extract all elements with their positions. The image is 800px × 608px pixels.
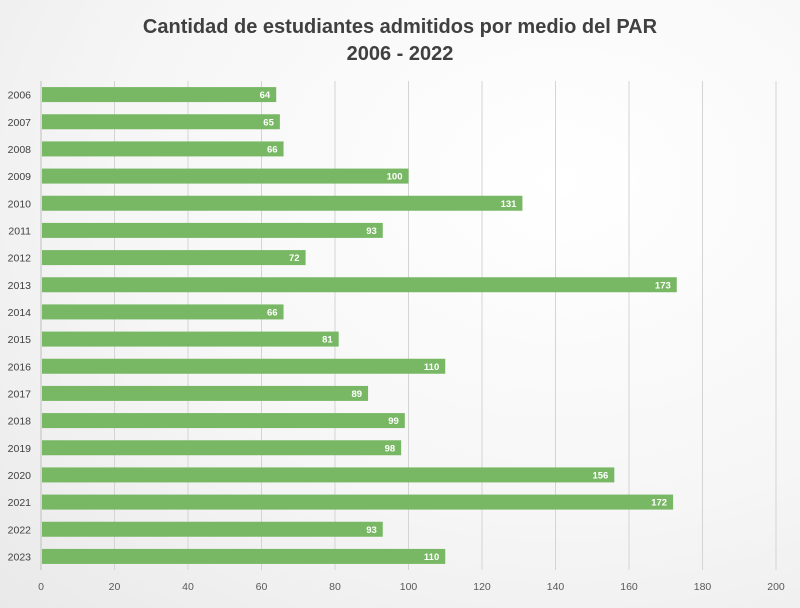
category-label: 2010 [8, 198, 32, 210]
category-label: 2022 [8, 524, 32, 536]
x-tick-label: 200 [767, 581, 785, 593]
bar [42, 222, 383, 238]
data-label: 93 [366, 226, 377, 237]
category-label: 2020 [8, 470, 32, 482]
bar [42, 385, 369, 401]
data-label: 72 [289, 253, 300, 264]
data-label: 81 [322, 335, 333, 346]
bar [42, 521, 383, 537]
category-label: 2007 [8, 117, 32, 129]
chart-title-line2: 2006 - 2022 [346, 43, 454, 65]
category-label: 2016 [8, 361, 32, 373]
bar [42, 141, 284, 157]
data-label: 66 [267, 144, 278, 155]
bar [42, 413, 405, 429]
category-label: 2014 [8, 307, 32, 319]
data-label: 66 [267, 307, 278, 318]
x-tick-label: 80 [329, 581, 341, 593]
category-label: 2019 [8, 443, 32, 455]
bar [42, 195, 523, 211]
data-label: 131 [501, 199, 518, 210]
data-label: 65 [263, 117, 274, 128]
category-label: 2013 [8, 280, 32, 292]
chart-title-line1: Cantidad de estudiantes admitidos por me… [142, 16, 658, 38]
category-label: 2012 [8, 253, 32, 265]
bar [42, 440, 402, 456]
category-label: 2011 [8, 225, 31, 237]
x-tick-label: 40 [182, 581, 194, 593]
category-label: 2015 [8, 334, 32, 346]
data-label: 100 [387, 172, 403, 183]
bar [42, 277, 677, 293]
bar [42, 467, 615, 483]
data-label: 93 [366, 525, 377, 536]
data-label: 64 [260, 90, 271, 101]
x-tick-label: 160 [620, 581, 638, 593]
category-label: 2023 [8, 551, 32, 563]
x-tick-label: 140 [547, 581, 565, 593]
data-label: 99 [388, 416, 399, 427]
bar [42, 87, 277, 103]
category-label: 2008 [8, 144, 32, 156]
x-tick-label: 60 [256, 581, 268, 593]
data-label: 156 [592, 470, 608, 481]
category-label: 2017 [8, 388, 32, 400]
bar [42, 304, 284, 320]
category-label: 2006 [8, 90, 32, 102]
x-tick-label: 100 [400, 581, 418, 593]
chart-title: Cantidad de estudiantes admitidos por me… [0, 14, 800, 68]
data-label: 110 [424, 552, 439, 563]
category-label: 2018 [8, 416, 32, 428]
category-label: 2021 [8, 497, 32, 509]
bar [42, 358, 446, 374]
category-label: 2009 [8, 171, 32, 183]
bar [42, 250, 306, 266]
x-tick-label: 20 [109, 581, 121, 593]
data-label: 98 [385, 443, 396, 454]
data-label: 110 [424, 362, 439, 373]
data-label: 172 [651, 498, 667, 509]
x-tick-label: 120 [473, 581, 491, 593]
data-label: 173 [655, 280, 671, 291]
x-tick-label: 0 [38, 581, 44, 593]
bar [42, 548, 446, 564]
data-label: 89 [351, 389, 362, 400]
bar [42, 331, 339, 347]
bar [42, 494, 674, 510]
bar [42, 168, 409, 184]
x-tick-label: 180 [694, 581, 712, 593]
bar [42, 114, 280, 130]
